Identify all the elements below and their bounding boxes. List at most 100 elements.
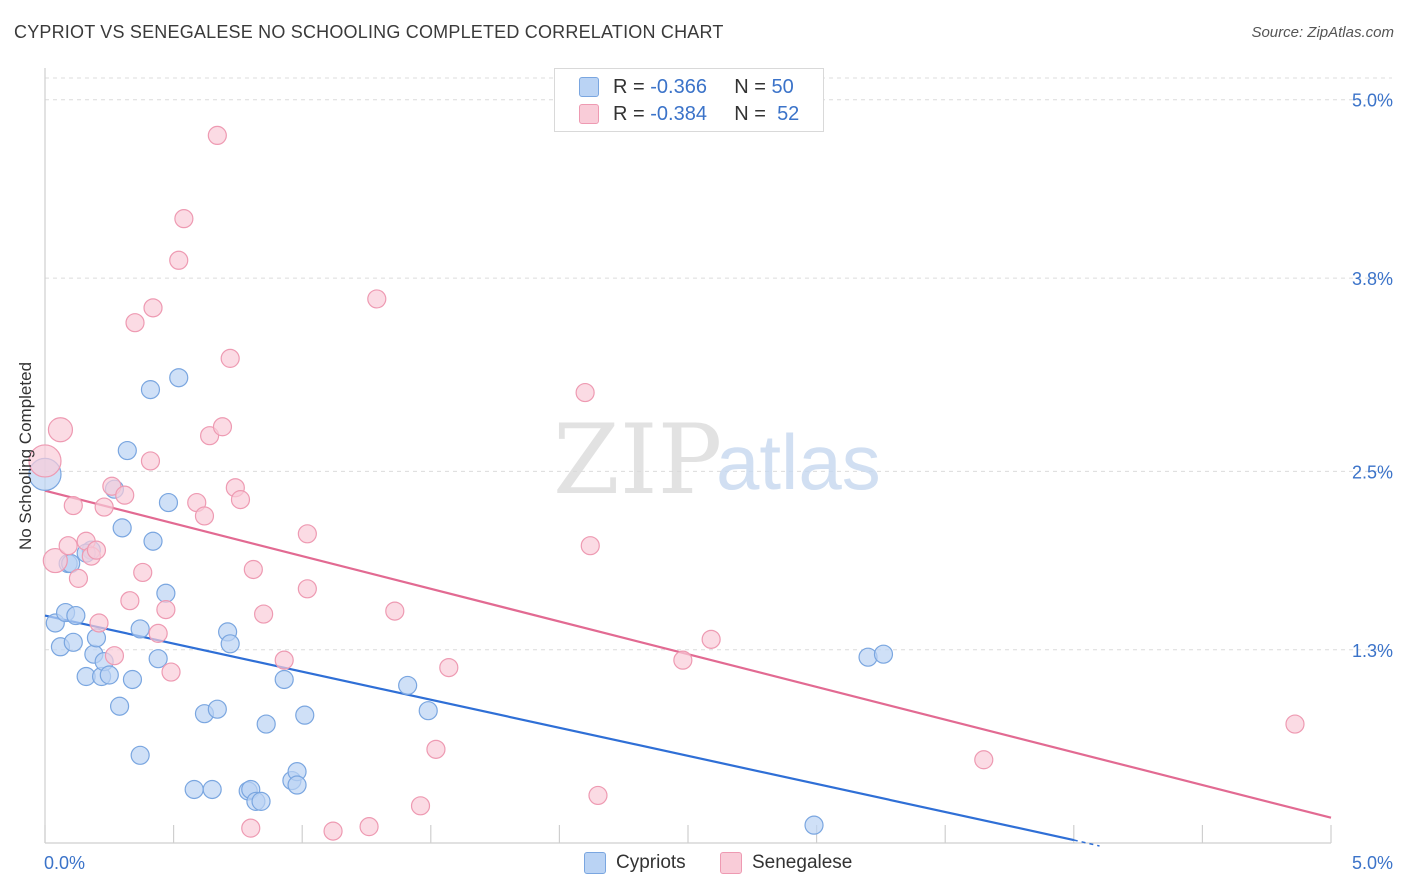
data-point-cypriots bbox=[112, 518, 132, 538]
data-point-cypriots bbox=[158, 492, 179, 513]
data-point-cypriots bbox=[858, 647, 878, 667]
tick-labels: 1.3% 2.5% 3.8% 5.0% 0.0% 5.0% bbox=[44, 91, 1393, 873]
x-tick-label: 0.0% bbox=[44, 853, 85, 873]
data-point-cypriots bbox=[274, 669, 294, 690]
data-point-cypriots bbox=[184, 779, 204, 800]
data-point-senegalese bbox=[297, 524, 317, 544]
data-point-cypriots bbox=[873, 644, 894, 664]
legend-r-label: R = bbox=[613, 102, 645, 125]
legend-n-value: 52 bbox=[777, 102, 800, 125]
data-point-senegalese bbox=[274, 650, 294, 670]
legend-item-senegalese[interactable]: Senegalese bbox=[720, 852, 852, 874]
data-point-cypriots bbox=[143, 531, 163, 551]
data-point-senegalese bbox=[174, 209, 194, 229]
data-point-senegalese bbox=[42, 547, 68, 574]
chart-title: CYPRIOT VS SENEGALESE NO SCHOOLING COMPL… bbox=[14, 22, 724, 42]
data-point-senegalese bbox=[323, 821, 343, 841]
data-point-senegalese bbox=[120, 591, 140, 611]
x-tick-label: 5.0% bbox=[1352, 853, 1393, 873]
legend-label-senegalese: Senegalese bbox=[752, 852, 853, 873]
data-point-senegalese bbox=[701, 629, 721, 649]
data-point-cypriots bbox=[256, 714, 276, 734]
data-point-senegalese bbox=[58, 536, 78, 556]
data-point-cypriots bbox=[295, 705, 315, 725]
data-point-cypriots bbox=[169, 368, 189, 388]
data-point-cypriots bbox=[398, 675, 418, 696]
legend-r-label: R = bbox=[613, 75, 645, 98]
legend-swatch-blue bbox=[584, 852, 606, 874]
data-point-senegalese bbox=[385, 601, 405, 621]
legend-n-label: N = bbox=[734, 75, 766, 98]
data-point-cypriots bbox=[251, 791, 271, 811]
data-point-senegalese bbox=[439, 657, 459, 678]
legend-row-senegalese: R = -0.384 N = 52 bbox=[579, 102, 799, 126]
data-point-cypriots bbox=[220, 634, 240, 654]
data-point-senegalese bbox=[241, 818, 261, 838]
data-point-senegalese bbox=[410, 796, 431, 816]
source-label: Source: ZipAtlas.com bbox=[1251, 24, 1394, 41]
legend-row-cypriots: R = -0.366 N = 50 bbox=[579, 75, 794, 99]
legend-r-value: -0.366 bbox=[650, 75, 707, 98]
data-point-senegalese bbox=[254, 604, 274, 624]
y-tick-label: 1.3% bbox=[1352, 641, 1393, 661]
data-point-senegalese bbox=[94, 497, 114, 517]
data-point-senegalese bbox=[230, 490, 251, 510]
data-point-senegalese bbox=[140, 451, 161, 471]
data-point-senegalese bbox=[143, 298, 163, 318]
data-point-senegalese bbox=[1285, 714, 1305, 734]
data-point-cypriots bbox=[130, 619, 150, 639]
legend-label-cypriots: Cypriots bbox=[616, 852, 686, 873]
data-point-senegalese bbox=[588, 785, 608, 806]
data-point-cypriots bbox=[287, 775, 307, 795]
trend-lines bbox=[44, 489, 1332, 847]
data-point-senegalese bbox=[212, 417, 233, 437]
y-tick-label: 2.5% bbox=[1352, 462, 1393, 482]
data-point-senegalese bbox=[68, 568, 89, 588]
data-point-cypriots bbox=[117, 440, 137, 461]
data-point-cypriots bbox=[804, 815, 824, 835]
data-point-senegalese bbox=[133, 562, 153, 583]
data-point-senegalese bbox=[86, 540, 107, 560]
legend-item-cypriots[interactable]: Cypriots bbox=[584, 852, 686, 874]
legend-swatch-blue bbox=[579, 77, 599, 97]
data-point-cypriots bbox=[122, 669, 143, 690]
data-point-senegalese bbox=[974, 750, 994, 770]
data-point-cypriots bbox=[418, 701, 438, 721]
data-point-senegalese bbox=[148, 623, 168, 643]
data-point-senegalese bbox=[115, 485, 135, 505]
y-tick-label: 3.8% bbox=[1352, 269, 1393, 289]
data-point-cypriots bbox=[202, 779, 222, 800]
data-point-cypriots bbox=[109, 696, 130, 716]
data-point-senegalese bbox=[220, 348, 240, 368]
legend-swatch-pink bbox=[579, 104, 599, 124]
data-point-senegalese bbox=[28, 444, 62, 478]
data-point-senegalese bbox=[297, 579, 317, 599]
data-point-senegalese bbox=[63, 495, 83, 516]
data-point-cypriots bbox=[207, 699, 227, 719]
data-point-senegalese bbox=[580, 536, 600, 556]
legend-n-value: 50 bbox=[771, 75, 794, 98]
legend-swatch-pink bbox=[720, 852, 742, 874]
series-legend: Cypriots Senegalese bbox=[0, 852, 1406, 878]
data-point-senegalese bbox=[426, 739, 446, 759]
data-point-senegalese bbox=[194, 506, 215, 526]
data-point-cypriots bbox=[99, 665, 119, 685]
y-axis-label: No Schooling Completed bbox=[16, 361, 35, 551]
watermark-atlas: atlas bbox=[716, 418, 881, 506]
data-point-senegalese bbox=[673, 650, 693, 670]
data-point-cypriots bbox=[140, 380, 161, 400]
data-point-senegalese bbox=[161, 662, 181, 682]
data-points bbox=[28, 125, 1305, 841]
data-point-senegalese bbox=[575, 382, 595, 403]
data-point-senegalese bbox=[359, 817, 379, 837]
data-point-cypriots bbox=[148, 649, 168, 669]
data-point-senegalese bbox=[207, 125, 227, 146]
data-point-senegalese bbox=[125, 313, 145, 333]
y-tick-label: 5.0% bbox=[1352, 91, 1393, 111]
data-point-senegalese bbox=[156, 600, 176, 620]
data-point-senegalese bbox=[169, 250, 189, 270]
data-point-cypriots bbox=[130, 745, 150, 765]
legend-n-label: N = bbox=[734, 102, 766, 125]
